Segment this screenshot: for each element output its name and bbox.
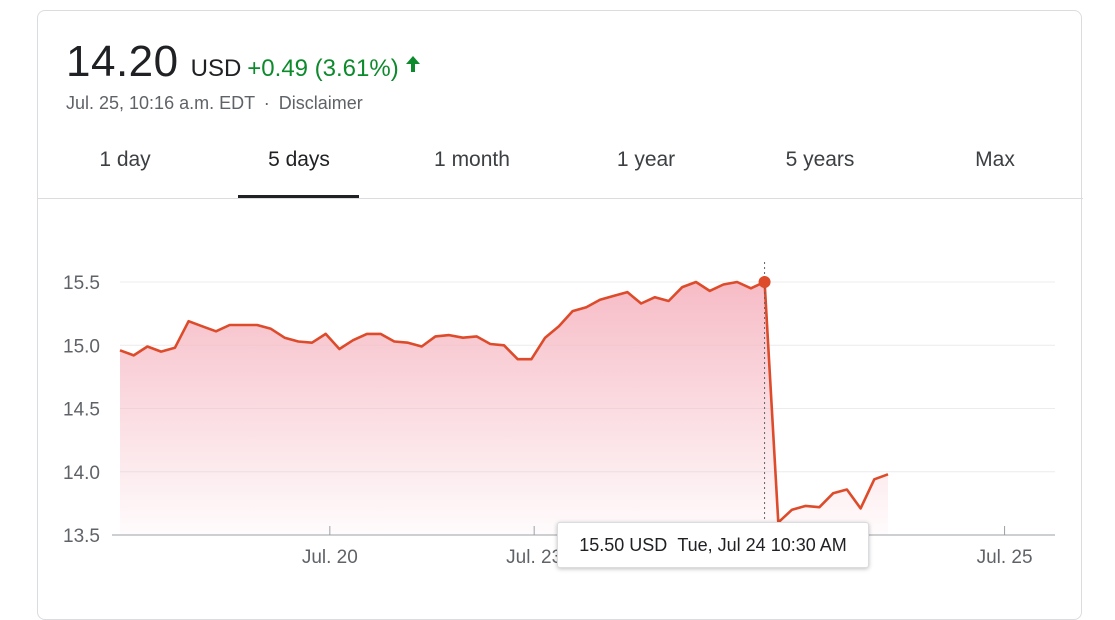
chart-tooltip: 15.50 USD Tue, Jul 24 10:30 AM — [557, 522, 869, 568]
y-tick-label: 13.5 — [63, 526, 100, 547]
price-area-fill — [120, 282, 888, 535]
tab-5-years[interactable]: 5 years — [785, 148, 855, 171]
y-tick-label: 15.5 — [63, 273, 100, 294]
quote-meta: Jul. 25, 10:16 a.m. EDT · Disclaimer — [66, 93, 363, 114]
y-tick-label: 14.5 — [63, 400, 100, 421]
tab-1-year[interactable]: 1 year — [616, 148, 676, 171]
meta-separator: · — [263, 93, 270, 113]
currency-label: USD — [190, 55, 242, 82]
up-arrow-icon — [405, 56, 420, 72]
active-tab-indicator — [238, 195, 359, 198]
tab-1-day[interactable]: 1 day — [99, 148, 151, 171]
y-tick-label: 15.0 — [63, 336, 100, 357]
x-tick-label: Jul. 25 — [977, 547, 1033, 568]
quote-timestamp: Jul. 25, 10:16 a.m. EDT — [66, 93, 255, 113]
price-chart[interactable]: 15.5 15.0 14.5 14.0 13.5 Jul. 20 Jul. 23 Jul. … — [0, 0, 1115, 600]
disclaimer-link[interactable]: Disclaimer — [278, 93, 363, 113]
y-tick-label: 14.0 — [63, 463, 100, 484]
tab-5-days[interactable]: 5 days — [268, 148, 330, 171]
tab-max[interactable]: Max — [975, 148, 1015, 171]
price-change: +0.49 (3.61%) — [247, 55, 399, 82]
tab-1-month[interactable]: 1 month — [434, 148, 510, 171]
quote-header: 14.20 USD +0.49 (3.61%) — [66, 37, 421, 87]
tooltip-time: Tue, Jul 24 10:30 AM — [677, 534, 847, 555]
hover-point — [758, 276, 771, 288]
range-tabs: 1 day 5 days 1 month 1 year 5 years Max — [38, 136, 1083, 199]
tooltip-price: 15.50 USD — [579, 534, 668, 555]
x-tick-label: Jul. 23 — [506, 547, 562, 568]
x-tick-label: Jul. 20 — [302, 547, 358, 568]
current-price: 14.20 — [66, 37, 179, 86]
